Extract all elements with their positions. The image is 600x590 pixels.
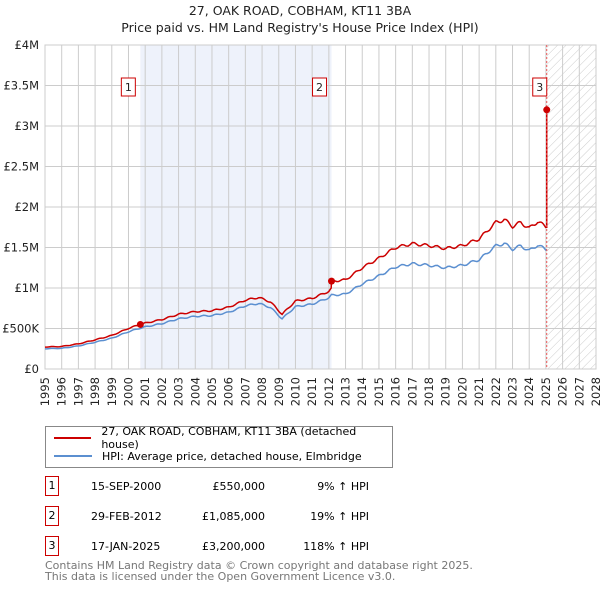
x-tick-label: 2018: [422, 377, 436, 406]
footer-line1: Contains HM Land Registry data © Crown c…: [45, 559, 473, 572]
x-tick-label: 2002: [155, 377, 169, 406]
x-tick-label: 2020: [455, 377, 469, 406]
sale-label: 3: [536, 81, 543, 94]
plot-border: [44, 44, 597, 370]
y-tick-label: £2.5M: [3, 160, 39, 174]
x-tick-label: 1996: [55, 377, 69, 406]
x-tick-label: 2016: [389, 377, 403, 406]
x-tick-label: 2023: [506, 377, 520, 406]
y-tick-label: £500K: [2, 322, 39, 336]
x-tick-label: 2010: [288, 377, 302, 406]
x-tick-label: 2024: [522, 377, 536, 406]
x-tick-label: 2005: [205, 377, 219, 406]
x-tick-label: 2017: [405, 377, 419, 406]
x-tick-label: 2027: [572, 377, 586, 406]
transaction-hpi-change: 118% ↑ HPI: [303, 540, 369, 553]
transaction-hpi-change: 9% ↑ HPI: [317, 480, 369, 493]
transaction-hpi-change: 19% ↑ HPI: [310, 510, 369, 523]
legend-hpi-label: HPI: Average price, detached house, Elmb…: [102, 449, 362, 463]
x-tick-label: 2011: [305, 377, 319, 406]
x-tick-label: 2003: [172, 377, 186, 406]
legend-hpi-swatch: [54, 455, 92, 457]
x-tick-label: 1997: [71, 377, 85, 406]
sale-label-box: [120, 77, 136, 97]
transaction-row: 3 17-JAN-2025 £3,200,000 118% ↑ HPI: [45, 536, 385, 558]
transaction-price: £550,000: [212, 480, 266, 493]
x-tick-label: 2019: [439, 377, 453, 406]
transaction-number: 3: [45, 536, 59, 556]
x-tick-label: 2013: [339, 377, 353, 406]
y-tick-label: £3M: [14, 119, 39, 133]
transaction-row: 2 29-FEB-2012 £1,085,000 19% ↑ HPI: [45, 506, 385, 528]
legend-property-label: 27, OAK ROAD, COBHAM, KT11 3BA (detached…: [101, 425, 357, 451]
footer-line2: This data is licensed under the Open Gov…: [45, 570, 396, 583]
transaction-date: 17-JAN-2025: [91, 540, 161, 553]
transaction-number: 1: [45, 476, 59, 496]
x-tick-label: 2025: [539, 377, 553, 406]
x-tick-label: 2022: [489, 377, 503, 406]
x-tick-label: 2009: [272, 377, 286, 406]
chart-title: 27, OAK ROAD, COBHAM, KT11 3BA: [188, 3, 412, 18]
x-tick-label: 2001: [138, 377, 152, 406]
sale-label: 1: [125, 81, 132, 94]
x-tick-label: 2000: [121, 377, 135, 406]
y-tick-label: £2M: [14, 200, 39, 214]
x-tick-label: 2007: [238, 377, 252, 406]
y-tick-label: £1.5M: [3, 241, 39, 255]
sale-marker: [328, 277, 336, 285]
x-tick-label: 2028: [589, 377, 600, 406]
sale-label: 2: [316, 81, 323, 94]
x-tick-label: 2004: [188, 377, 202, 406]
chart-subtitle: Price paid vs. HM Land Registry's House …: [121, 20, 479, 35]
y-tick-label: £3.5M: [3, 79, 39, 93]
x-tick-label: 2026: [556, 377, 570, 406]
x-tick-label: 2012: [322, 377, 336, 406]
sale-marker: [136, 320, 144, 328]
transaction-row: 1 15-SEP-2000 £550,000 9% ↑ HPI: [45, 476, 385, 498]
y-tick-label: £0: [24, 362, 39, 376]
transaction-number: 2: [45, 506, 59, 526]
x-tick-label: 1999: [105, 377, 119, 406]
hpi-line: [44, 242, 547, 350]
x-tick-label: 2006: [222, 377, 236, 406]
transaction-date: 15-SEP-2000: [91, 480, 162, 493]
transaction-date: 29-FEB-2012: [91, 510, 162, 523]
x-tick-label: 2021: [472, 377, 486, 406]
sale-label-box: [312, 77, 328, 97]
y-tick-label: £1M: [14, 281, 39, 295]
footer: Contains HM Land Registry data © Crown c…: [45, 560, 473, 582]
transaction-price: £3,200,000: [202, 540, 265, 553]
x-tick-label: 2015: [372, 377, 386, 406]
y-tick-label: £4M: [14, 38, 39, 52]
x-tick-label: 1995: [38, 377, 52, 406]
x-tick-label: 2008: [255, 377, 269, 406]
x-tick-label: 2014: [355, 377, 369, 406]
transaction-price: £1,085,000: [202, 510, 265, 523]
sale-marker: [543, 106, 551, 114]
x-tick-label: 1998: [88, 377, 102, 406]
legend: 27, OAK ROAD, COBHAM, KT11 3BA (detached…: [45, 425, 393, 468]
legend-property-swatch: [54, 437, 92, 439]
sale-label-box: [532, 77, 548, 97]
